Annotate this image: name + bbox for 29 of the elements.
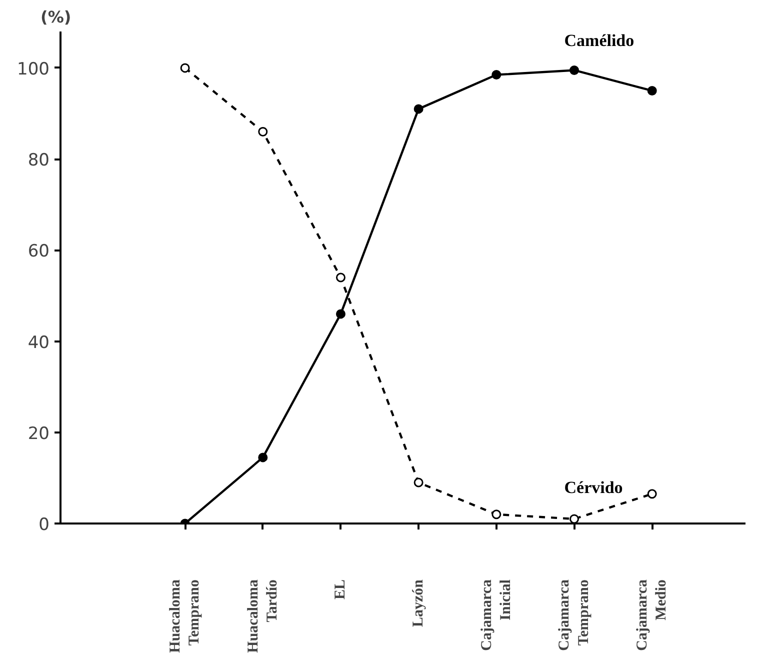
series-label: Cérvido: [564, 478, 623, 497]
point: [258, 452, 268, 462]
point: [414, 104, 424, 114]
y-tick-label: 60: [28, 242, 50, 262]
series-label: Camélido: [564, 31, 634, 50]
point: [492, 70, 502, 80]
point: [336, 272, 346, 282]
x-tick-label: Cajamarca Medio: [634, 579, 670, 651]
point: [336, 309, 346, 319]
point: [414, 478, 424, 488]
y-tick-label: 100: [17, 59, 50, 80]
x-tick-label: Cajamarca Temprano: [556, 579, 592, 651]
y-tick-label: 20: [28, 424, 50, 444]
x-tick-label: Cajamarca Inicial: [478, 579, 514, 651]
point: [570, 514, 579, 524]
x-tick-label: Huacaloma Temprano: [167, 579, 203, 653]
point: [258, 126, 268, 136]
y-axis-title: (%): [40, 8, 72, 26]
point: [647, 489, 657, 499]
x-tick-label: EL: [332, 579, 349, 600]
y-tick-label: 40: [28, 332, 50, 353]
x-tick-label: Huacaloma Tardío: [245, 579, 280, 653]
y-tick-label: 80: [28, 150, 50, 171]
x-tick-label: Layzón: [410, 578, 427, 628]
point: [180, 63, 190, 73]
point: [492, 510, 502, 520]
point: [570, 65, 579, 75]
point: [647, 86, 657, 96]
y-tick-label: 0: [38, 515, 50, 535]
